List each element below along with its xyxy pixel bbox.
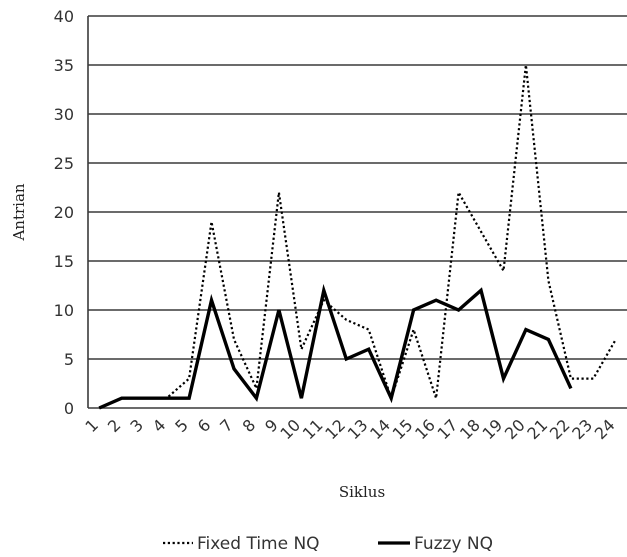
y-tick-label-25: 25: [54, 154, 74, 173]
y-tick-label-15: 15: [54, 252, 74, 271]
y-tick-labels: 0 5 10 15 20 25 30 35 40: [54, 7, 74, 418]
y-axis-title: Antrian: [10, 183, 28, 241]
y-tick-label-40: 40: [54, 7, 74, 26]
series-lines: [98, 64, 617, 410]
gridlines: [88, 15, 627, 409]
series-line-fuzzy-nq: [98, 283, 573, 410]
x-tick-label-7: 7: [216, 415, 237, 436]
y-tick-label-30: 30: [54, 105, 74, 124]
legend: Fixed Time NQ Fuzzy NQ: [163, 534, 493, 554]
x-tick-label-5: 5: [171, 415, 192, 436]
x-tick-label-4: 4: [149, 415, 170, 436]
y-tick-label-35: 35: [54, 56, 74, 75]
y-tick-label-10: 10: [54, 301, 74, 320]
x-tick-label-8: 8: [239, 415, 260, 436]
y-tick-label-5: 5: [64, 350, 74, 369]
x-axis-title: Siklus: [339, 483, 385, 501]
y-tick-label-0: 0: [64, 399, 74, 418]
x-tick-label-3: 3: [126, 415, 147, 436]
y-tick-label-20: 20: [54, 203, 74, 222]
x-tick-label-6: 6: [194, 415, 215, 436]
x-tick-label-24: 24: [591, 415, 619, 443]
legend-label-fixed-time-nq: Fixed Time NQ: [197, 534, 320, 554]
legend-label-fuzzy-nq: Fuzzy NQ: [414, 534, 493, 554]
series-line-fixed-time-nq: [98, 64, 617, 410]
x-tick-label-1: 1: [81, 415, 102, 436]
x-tick-label-2: 2: [104, 415, 125, 436]
